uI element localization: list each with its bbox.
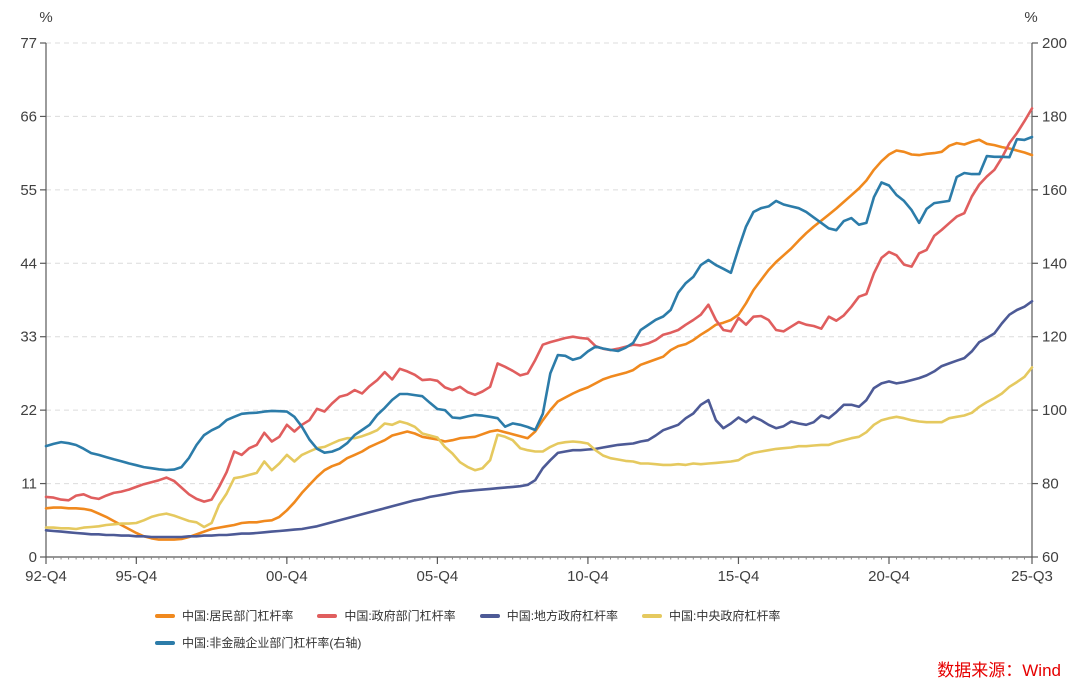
legend-swatch bbox=[642, 613, 663, 618]
x-tick-label: 10-Q4 bbox=[567, 568, 609, 585]
y-tick-label-right: 120 bbox=[1042, 329, 1067, 346]
y-tick-label-right: 140 bbox=[1042, 255, 1067, 272]
series-line-3 bbox=[44, 366, 1034, 531]
series-line-2 bbox=[44, 299, 1034, 539]
series-line-4 bbox=[44, 135, 1034, 472]
legend-item-4: 中国:非金融企业部门杠杆率(右轴) bbox=[155, 634, 361, 651]
legend-item-3: 中国:中央政府杠杆率 bbox=[642, 607, 780, 624]
y-tick-label-right: 100 bbox=[1042, 402, 1067, 419]
source-note: 数据来源：Wind bbox=[937, 661, 1061, 680]
y-tick-label-left: 77 bbox=[20, 35, 37, 52]
percent-label-right: % bbox=[1024, 9, 1037, 26]
legend-swatch bbox=[155, 613, 175, 618]
y-tick-label-left: 44 bbox=[20, 255, 37, 272]
x-tick-label: 95-Q4 bbox=[115, 568, 157, 585]
y-tick-label-left: 11 bbox=[21, 476, 37, 493]
axes bbox=[40, 42, 1038, 564]
legend-swatch bbox=[155, 640, 175, 645]
x-tick-label: 92-Q4 bbox=[25, 568, 67, 585]
legend-item-0: 中国:居民部门杠杆率 bbox=[155, 607, 293, 624]
x-tick-label: 05-Q4 bbox=[417, 568, 459, 585]
legend-label: 中国:中央政府杠杆率 bbox=[669, 609, 781, 623]
legend-label: 中国:非金融企业部门杠杆率(右轴) bbox=[182, 636, 362, 650]
y-tick-label-left: 66 bbox=[20, 108, 37, 125]
line-chart: % % 0 11 22 33 44 55 66 77 60 80 100 120 140 160 180 20… bbox=[20, 9, 1067, 585]
y-tick-label-left: 0 bbox=[29, 549, 37, 566]
y-tick-label-left: 33 bbox=[20, 329, 37, 346]
series-lines bbox=[44, 107, 1034, 541]
x-tick-label: 25-Q3 bbox=[1011, 568, 1053, 585]
gridlines bbox=[46, 42, 1032, 485]
axis-labels: 0 11 22 33 44 55 66 77 60 80 100 120 140 160 180 200 92-… bbox=[20, 35, 1067, 585]
legend-label: 中国:居民部门杠杆率 bbox=[182, 609, 294, 623]
x-tick-label: 20-Q4 bbox=[868, 568, 910, 585]
legend-label: 中国:地方政府杠杆率 bbox=[506, 609, 619, 623]
y-tick-label-left: 22 bbox=[20, 402, 37, 419]
legend-item-2: 中国:地方政府杠杆率 bbox=[479, 607, 619, 624]
legend-swatch bbox=[317, 613, 338, 618]
y-tick-label-right: 180 bbox=[1042, 108, 1067, 125]
legend-label: 中国:政府部门杠杆率 bbox=[344, 609, 456, 623]
x-tick-label: 15-Q4 bbox=[718, 568, 760, 585]
legend-swatch bbox=[479, 613, 500, 618]
legend-item-1: 中国:政府部门杠杆率 bbox=[317, 607, 456, 624]
y-tick-label-right: 200 bbox=[1042, 35, 1067, 52]
x-tick-label: 00-Q4 bbox=[266, 568, 308, 585]
y-tick-label-right: 80 bbox=[1042, 476, 1059, 493]
legend: 中国:居民部门杠杆率 中国:政府部门杠杆率 中国:地方政府杠杆率 中国:中央政府杠杆率… bbox=[155, 607, 855, 651]
y-tick-label-right: 60 bbox=[1042, 549, 1059, 566]
y-tick-label-left: 55 bbox=[20, 182, 37, 199]
series-line-0 bbox=[44, 138, 1034, 541]
series-line-1 bbox=[44, 107, 1034, 503]
percent-label-left: % bbox=[39, 9, 52, 26]
y-tick-label-right: 160 bbox=[1042, 182, 1067, 199]
